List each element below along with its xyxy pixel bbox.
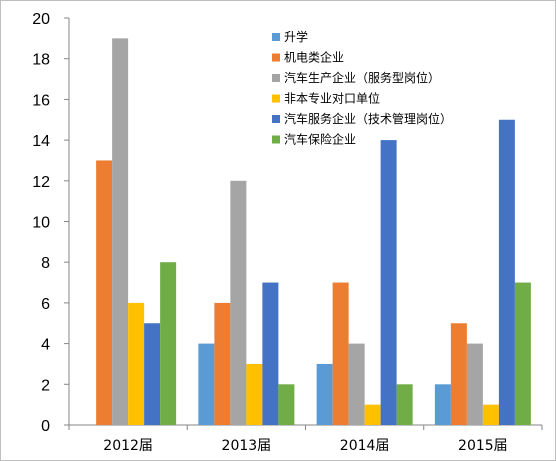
bar: [514, 282, 531, 425]
legend-label: 汽车服务企业（技术管理岗位）: [284, 111, 452, 126]
bar: [112, 38, 129, 425]
legend-swatch: [272, 74, 280, 82]
x-tick-label: 2015届: [458, 438, 508, 454]
y-tick-label: 2: [41, 377, 50, 394]
bar: [450, 323, 467, 425]
bar: [434, 384, 451, 425]
bar: [246, 363, 263, 425]
bar: [262, 282, 279, 425]
y-tick-label: 4: [41, 337, 50, 354]
legend-label: 升学: [284, 29, 308, 44]
bar: [396, 384, 413, 425]
bar: [128, 302, 145, 425]
y-tick-label: 16: [32, 92, 50, 109]
x-tick-label: 2014届: [340, 438, 390, 454]
y-tick-label: 20: [32, 11, 50, 28]
legend-label: 机电类企业: [284, 50, 344, 65]
legend-swatch: [272, 53, 280, 62]
bar: [380, 140, 397, 425]
bar: [364, 404, 381, 425]
bar: [160, 262, 177, 425]
bar: [144, 323, 161, 425]
bar: [198, 343, 215, 425]
y-tick-label: 10: [32, 215, 50, 232]
legend-label: 非本专业对口单位: [284, 91, 380, 106]
legend-swatch: [272, 94, 280, 103]
bar: [332, 282, 349, 425]
bar: [482, 404, 499, 425]
bar: [316, 363, 333, 425]
legend-swatch: [272, 33, 280, 41]
bar: [466, 343, 483, 425]
x-tick-label: 2012届: [103, 438, 153, 454]
y-tick-label: 6: [41, 296, 50, 313]
bar: [214, 302, 231, 425]
y-tick-label: 14: [32, 133, 50, 150]
legend-swatch: [272, 135, 280, 144]
bar: [498, 119, 515, 425]
bar: [278, 384, 295, 425]
y-tick-label: 8: [41, 255, 50, 272]
x-tick-label: 2013届: [222, 438, 272, 454]
y-tick-label: 18: [32, 52, 50, 69]
bar: [96, 160, 113, 425]
legend-label: 汽车生产企业（服务型岗位）: [284, 70, 440, 85]
legend-label: 汽车保险企业: [284, 132, 356, 147]
bar: [230, 180, 247, 425]
y-tick-label: 0: [41, 418, 50, 435]
bar: [348, 343, 365, 425]
legend-swatch: [272, 115, 280, 123]
y-tick-label: 12: [32, 174, 50, 191]
